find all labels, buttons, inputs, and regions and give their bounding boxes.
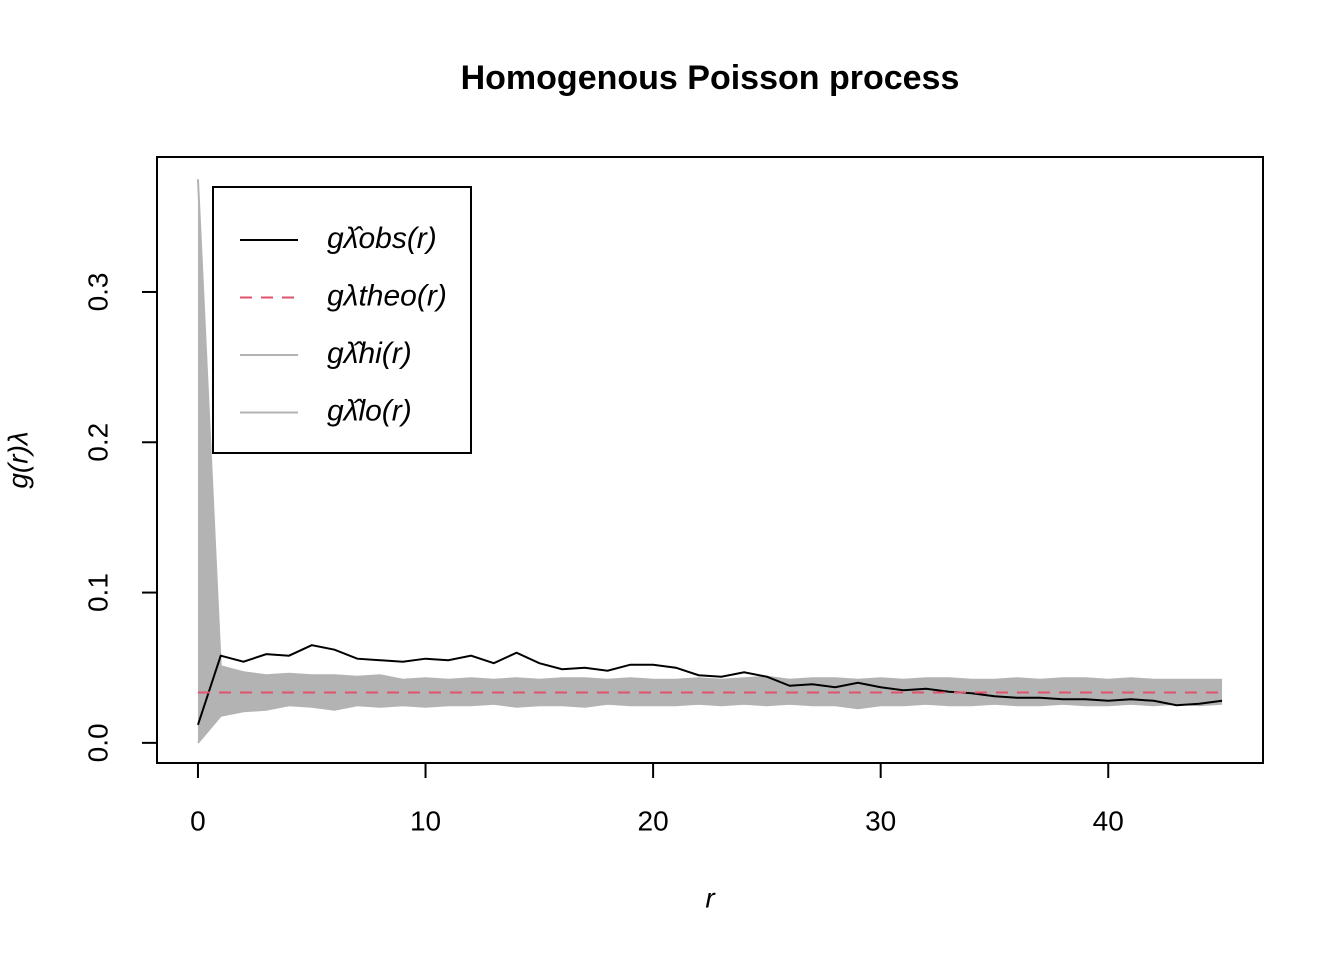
legend-label: gλ̂lo(r) — [327, 394, 412, 427]
series-line — [196, 179, 1223, 681]
y-tick-label: 0.3 — [82, 272, 113, 311]
x-tick-label: 40 — [1093, 805, 1124, 836]
x-tick-label: 20 — [638, 805, 669, 836]
legend-label: gλ̂obs(r) — [327, 222, 437, 255]
legend-label: gλtheo(r) — [327, 279, 447, 312]
x-tick-label: 0 — [190, 805, 206, 836]
x-axis-label: r — [705, 882, 716, 913]
x-tick-label: 30 — [865, 805, 896, 836]
chart-title: Homogenous Poisson process — [461, 59, 960, 97]
y-tick-label: 0.0 — [82, 723, 113, 762]
y-tick-label: 0.1 — [82, 573, 113, 612]
y-tick-label: 0.2 — [82, 423, 113, 462]
series-line — [197, 644, 1223, 726]
envelope-band — [197, 179, 1223, 743]
legend-label: gλ̂hi(r) — [327, 337, 412, 370]
x-tick-label: 10 — [410, 805, 441, 836]
y-axis-label: g(r)λ — [2, 431, 33, 488]
legend-box — [212, 186, 472, 454]
series-line — [197, 702, 1223, 744]
